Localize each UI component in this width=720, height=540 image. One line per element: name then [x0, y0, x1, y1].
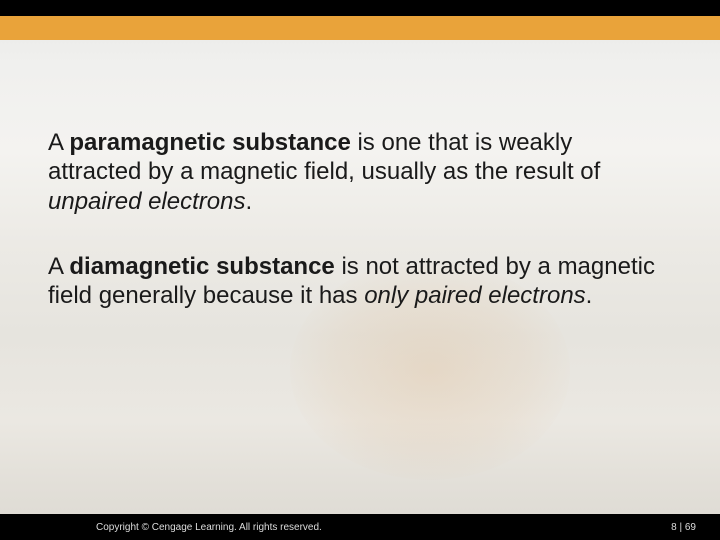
header-black-bar [0, 0, 720, 16]
p2-bold-term: diamagnetic substance [69, 253, 334, 280]
p1-pre: A [48, 129, 69, 156]
footer-page-number: 8 | 69 [671, 522, 696, 533]
paragraph-paramagnetic: A paramagnetic substance is one that is … [48, 128, 660, 216]
p1-italic-term: unpaired electrons [48, 188, 245, 215]
p1-bold-term: paramagnetic substance [69, 129, 350, 156]
footer-copyright: Copyright © Cengage Learning. All rights… [96, 522, 322, 533]
p1-post: . [245, 188, 252, 215]
slide-body: A paramagnetic substance is one that is … [48, 128, 660, 346]
p2-italic-term: only paired electrons [364, 282, 585, 309]
footer-bar: Copyright © Cengage Learning. All rights… [0, 514, 720, 540]
p2-post: . [586, 282, 593, 309]
paragraph-diamagnetic: A diamagnetic substance is not attracted… [48, 252, 660, 311]
header-orange-bar [0, 16, 720, 40]
p2-pre: A [48, 253, 69, 280]
